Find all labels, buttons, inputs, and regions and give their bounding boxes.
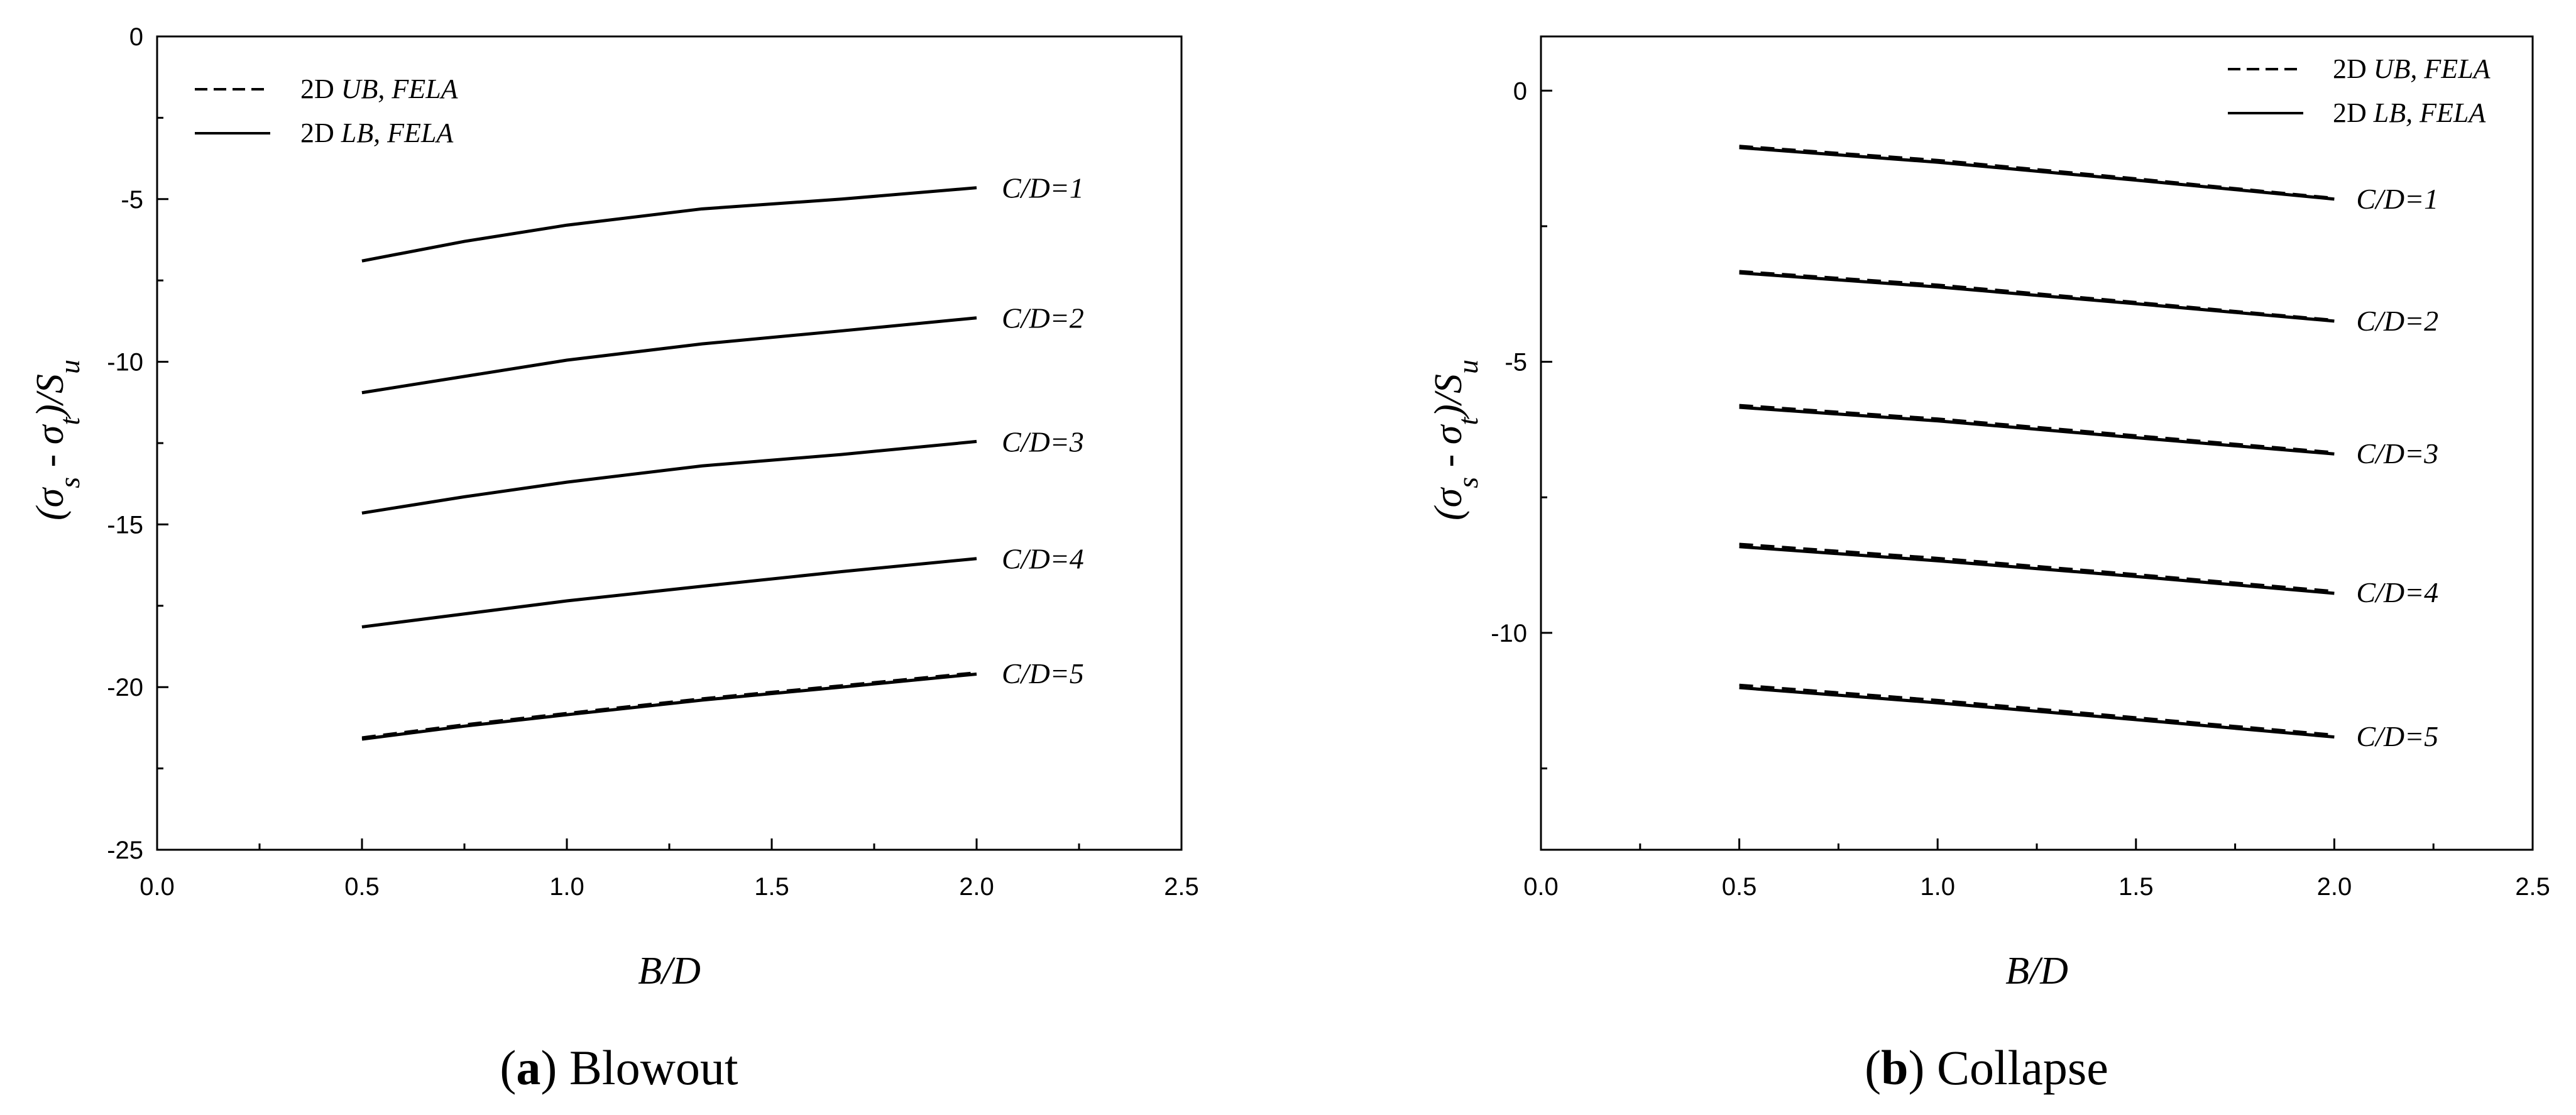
collapse-series-lb-line [1739,405,2335,456]
collapse-legend-entry: 2D LB, FELA [2333,97,2486,128]
collapse-series-lb-line [1739,686,2335,739]
collapse-series-lb-line [1739,146,2335,201]
collapse-y-tick-label: 0 [1513,77,1527,105]
collapse-x-tick-label: 0.5 [1722,873,1757,901]
collapse-y-tick-label: -10 [1491,620,1527,647]
collapse-legend: 2D UB, FELA 2D LB, FELA [2228,53,2491,128]
blowout-legend: 2D UB, FELA 2D LB, FELA [195,74,459,148]
blowout-y-tick-label: -25 [107,837,143,864]
collapse-series-ub-line [1739,145,2335,200]
blowout-y-tick-label: -15 [107,511,143,539]
blowout-x-tick-label: 1.5 [754,873,789,901]
blowout-series-ub-line [361,316,977,394]
blowout-series-ub-line [361,671,977,739]
blowout-series-ub-line [361,440,977,515]
collapse-series-lb-line [1739,545,2335,595]
collapse-y-axis-title: (σs - σt)/Su [1427,360,1484,520]
blowout-x-tick-label: 0.5 [344,873,380,901]
blowout-caption: (a) Blowout [500,1040,738,1095]
collapse-caption: (b) Collapse [1865,1040,2108,1095]
blowout-series-lb-line [361,186,977,263]
blowout-x-axis-title: B/D [638,950,701,992]
blowout-y-tick-label: -5 [121,186,143,214]
blowout-series-label: C/D=3 [1002,426,1084,458]
blowout-series-label: C/D=4 [1002,543,1084,575]
collapse-series-label: C/D=2 [2356,305,2438,337]
collapse-series-label: C/D=5 [2356,720,2438,752]
blowout-legend-entry: 2D LB, FELA [300,118,454,148]
blowout-y-tick-label: -10 [107,349,143,376]
blowout-series-ub-line [361,557,977,629]
blowout-series-lb-line [361,557,977,629]
blowout-series-lb-line [361,316,977,395]
collapse-series-ub-line [1739,404,2335,454]
blowout-x-tick-label: 2.0 [959,873,994,901]
collapse-legend-entry: 2D UB, FELA [2333,53,2491,84]
chart-collapse: 0.0 0.5 1.0 1.5 2.0 2.5 0 -5 -10 C/D=1 C/D=2 C/D=3 C… [1427,35,2550,1095]
collapse-series-ub-line [1739,270,2335,322]
collapse-series-ub-line [1739,542,2335,593]
blowout-y-tick-label: 0 [129,23,143,51]
blowout-x-tick-label: 1.0 [549,873,584,901]
blowout-legend-entry: 2D UB, FELA [300,74,459,104]
collapse-x-tick-label: 1.0 [1920,873,1955,901]
collapse-series-lb-line [1739,271,2335,323]
blowout-series-lb-line [361,439,977,515]
collapse-x-tick-label: 1.5 [2118,873,2154,901]
collapse-x-tick-label: 2.0 [2317,873,2352,901]
blowout-y-tick-label: -20 [107,674,143,701]
blowout-series-label: C/D=5 [1002,657,1084,689]
chart-blowout: 0.0 0.5 1.0 1.5 2.0 2.5 0 -5 -10 -15 -20 -25 C/D=1 C/… [29,23,1199,1095]
blowout-y-axis-title: (σs - σt)/Su [29,360,85,520]
collapse-series-label: C/D=1 [2356,183,2438,215]
collapse-x-tick-label: 2.5 [2515,873,2550,901]
blowout-series-label: C/D=2 [1002,302,1084,334]
blowout-series-lb-line [361,673,977,741]
blowout-x-tick-label: 2.5 [1164,873,1199,901]
blowout-x-tick-label: 0.0 [140,873,175,901]
collapse-series-label: C/D=4 [2356,576,2438,608]
collapse-y-tick-label: -5 [1504,349,1527,376]
blowout-series-label: C/D=1 [1002,172,1084,204]
collapse-series-ub-line [1739,683,2335,737]
blowout-series-ub-line [361,186,977,263]
collapse-x-axis-title: B/D [2005,950,2068,992]
collapse-series-label: C/D=3 [2356,437,2438,470]
collapse-x-tick-label: 0.0 [1523,873,1559,901]
